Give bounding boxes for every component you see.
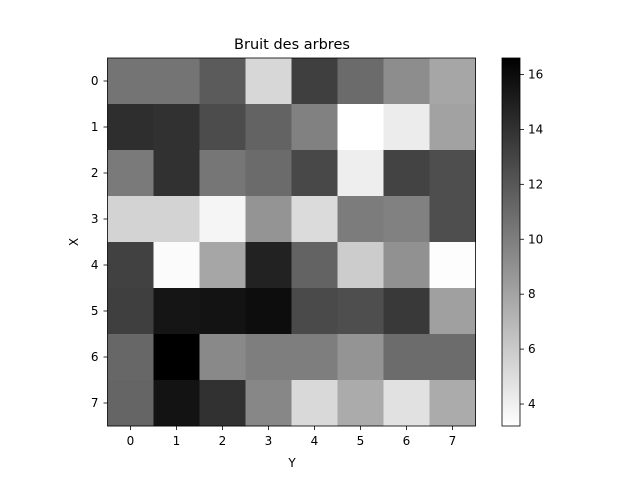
colorbar-tick-label: 16 [528, 67, 543, 81]
heatmap-cell-3-5 [337, 196, 384, 243]
chart-title: Bruit des arbres [234, 37, 350, 53]
heatmap-cell-4-2 [199, 242, 246, 289]
heatmap-cell-1-7 [429, 104, 476, 151]
x-tick-label: 5 [357, 434, 365, 448]
x-tick-label: 4 [311, 434, 319, 448]
heatmap-cell-6-6 [383, 334, 430, 381]
heatmap-cell-2-2 [199, 150, 246, 197]
heatmap-cell-2-1 [153, 150, 200, 197]
x-tick-label: 3 [265, 434, 273, 448]
heatmap-cell-7-7 [429, 380, 476, 427]
x-axis-ticks: 0 1 2 3 4 5 6 7 [127, 426, 457, 448]
heatmap-cell-0-0 [107, 58, 154, 105]
heatmap-cell-0-2 [199, 58, 246, 105]
heatmap-cell-5-1 [153, 288, 200, 335]
heatmap-cell-5-7 [429, 288, 476, 335]
y-tick-label: 3 [91, 212, 99, 226]
colorbar-tick-label: 10 [528, 232, 543, 246]
heatmap-cell-3-6 [383, 196, 430, 243]
heatmap-cell-5-2 [199, 288, 246, 335]
heatmap-cell-1-4 [291, 104, 338, 151]
y-tick-label: 0 [91, 74, 99, 88]
heatmap-cell-6-1 [153, 334, 200, 381]
x-tick-label: 6 [403, 434, 411, 448]
heatmap-cell-2-6 [383, 150, 430, 197]
heatmap-cell-5-0 [107, 288, 154, 335]
heatmap-cell-3-1 [153, 196, 200, 243]
colorbar-tick-label: 4 [528, 397, 536, 411]
heatmap-cell-3-7 [429, 196, 476, 243]
heatmap-cell-1-1 [153, 104, 200, 151]
heatmap-cell-6-5 [337, 334, 384, 381]
heatmap-cell-6-0 [107, 334, 154, 381]
heatmap-cell-7-3 [245, 380, 292, 427]
heatmap-cell-0-5 [337, 58, 384, 105]
x-tick-label: 2 [219, 434, 227, 448]
heatmap-cell-5-4 [291, 288, 338, 335]
colorbar-tick-label: 14 [528, 122, 543, 136]
heatmap-cell-7-4 [291, 380, 338, 427]
y-tick-label: 1 [91, 120, 99, 134]
heatmap-cell-5-3 [245, 288, 292, 335]
heatmap-cell-1-5 [337, 104, 384, 151]
colorbar [501, 57, 521, 427]
x-tick-label: 0 [127, 434, 135, 448]
heatmap-cell-7-6 [383, 380, 430, 427]
heatmap-cell-4-0 [107, 242, 154, 289]
heatmap-cell-1-6 [383, 104, 430, 151]
heatmap-cell-4-4 [291, 242, 338, 289]
colorbar-tick-label: 12 [528, 177, 543, 191]
heatmap-cell-3-4 [291, 196, 338, 243]
x-tick-label: 1 [173, 434, 181, 448]
heatmap-cell-7-5 [337, 380, 384, 427]
heatmap-cell-4-7 [429, 242, 476, 289]
heatmap-cell-0-6 [383, 58, 430, 105]
heatmap-cell-4-6 [383, 242, 430, 289]
heatmap-cell-1-2 [199, 104, 246, 151]
heatmap-cell-1-0 [107, 104, 154, 151]
heatmap-cell-6-3 [245, 334, 292, 381]
heatmap-cell-2-7 [429, 150, 476, 197]
y-tick-label: 6 [91, 350, 99, 364]
y-axis-label: X [67, 238, 81, 246]
y-axis-ticks: 0 1 2 3 4 5 6 7 [91, 74, 108, 410]
heatmap-cell-0-4 [291, 58, 338, 105]
heatmap-cell-5-5 [337, 288, 384, 335]
heatmap-cell-0-3 [245, 58, 292, 105]
colorbar-tick-label: 8 [528, 287, 536, 301]
heatmap-cell-2-5 [337, 150, 384, 197]
colorbar-ticks: 4 6 8 10 12 14 16 [520, 67, 543, 411]
heatmap-cell-6-7 [429, 334, 476, 381]
heatmap-cells [107, 58, 476, 427]
heatmap-cell-0-7 [429, 58, 476, 105]
heatmap-cell-7-0 [107, 380, 154, 427]
heatmap-cell-6-4 [291, 334, 338, 381]
heatmap-cell-5-6 [383, 288, 430, 335]
heatmap-cell-7-2 [199, 380, 246, 427]
y-tick-label: 2 [91, 166, 99, 180]
heatmap-cell-4-5 [337, 242, 384, 289]
heatmap-cell-3-2 [199, 196, 246, 243]
heatmap-cell-4-1 [153, 242, 200, 289]
y-tick-label: 5 [91, 304, 99, 318]
y-tick-label: 4 [91, 258, 99, 272]
heatmap-cell-1-3 [245, 104, 292, 151]
y-tick-label: 7 [91, 396, 99, 410]
colorbar-tick-label: 6 [528, 342, 536, 356]
x-axis-label: Y [287, 456, 296, 470]
heatmap-cell-3-3 [245, 196, 292, 243]
heatmap-cell-2-4 [291, 150, 338, 197]
heatmap-cell-6-2 [199, 334, 246, 381]
heatmap-cell-7-1 [153, 380, 200, 427]
heatmap-cell-3-0 [107, 196, 154, 243]
heatmap-cell-0-1 [153, 58, 200, 105]
heatmap-cell-2-3 [245, 150, 292, 197]
x-tick-label: 7 [449, 434, 457, 448]
heatmap-cell-2-0 [107, 150, 154, 197]
heatmap-cell-4-3 [245, 242, 292, 289]
plot-frame [107, 57, 476, 427]
